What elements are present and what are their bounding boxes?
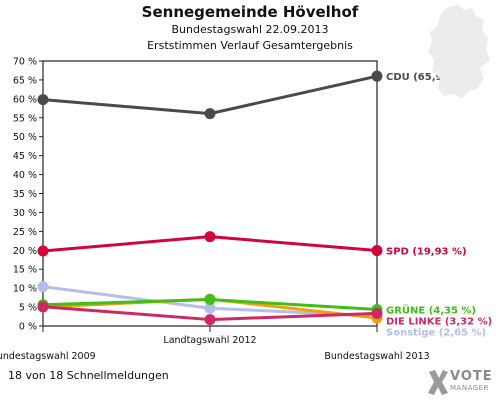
plot-frame xyxy=(42,60,378,327)
vote-x-icon xyxy=(428,370,448,395)
y-tick-label: 5 % xyxy=(19,303,37,314)
y-tick-label: 50 % xyxy=(13,132,37,143)
y-tick-label: 70 % xyxy=(13,57,37,68)
data-point xyxy=(37,94,49,106)
chart-subtitle: Bundestagswahl 22.09.2013 xyxy=(171,23,329,36)
y-tick-label: 15 % xyxy=(13,265,37,276)
data-point xyxy=(204,231,216,243)
y-tick-label: 45 % xyxy=(13,151,37,162)
series-end-label: Sonstige (2,65 %) xyxy=(386,328,486,339)
logo-text-vote: VOTE xyxy=(450,369,493,384)
y-tick-label: 10 % xyxy=(13,284,37,295)
data-point xyxy=(371,70,383,82)
y-tick-label: 65 % xyxy=(13,75,37,86)
x-tick-label: Landtagswahl 2012 xyxy=(163,335,256,346)
germany-map-icon xyxy=(418,2,498,106)
y-tick-label: 60 % xyxy=(13,94,37,105)
y-tick-label: 55 % xyxy=(13,113,37,124)
y-tick-label: 35 % xyxy=(13,189,37,200)
votemanager-logo: VOTE MANAGER xyxy=(427,366,499,398)
series-end-label: GRÜNE (4,35 %) xyxy=(386,303,476,317)
data-point xyxy=(371,307,383,319)
x-tick-label: Bundestagswahl 2013 xyxy=(324,351,429,362)
chart-subtitle-2: Erststimmen Verlauf Gesamtergebnis xyxy=(147,39,353,52)
series-line xyxy=(42,74,378,116)
y-tick-label: 25 % xyxy=(13,227,37,238)
series-end-label: CDU (65,99 %) xyxy=(386,72,468,83)
chart-title: Sennegemeinde Hövelhof xyxy=(141,3,359,21)
data-point xyxy=(371,245,383,257)
x-tick-label: Bundestagswahl 2009 xyxy=(0,351,96,362)
y-tick-label: 20 % xyxy=(13,246,37,257)
series-end-label: SPD (19,93 %) xyxy=(386,247,467,258)
data-point xyxy=(37,281,49,293)
series-end-label: DIE LINKE (3,32 %) xyxy=(386,317,492,328)
logo-text-manager: MANAGER xyxy=(450,384,489,392)
y-tick-label: 40 % xyxy=(13,170,37,181)
y-tick-label: 0 % xyxy=(19,322,37,333)
data-point xyxy=(204,108,216,120)
y-tick-label: 30 % xyxy=(13,208,37,219)
data-point xyxy=(37,301,49,313)
data-point xyxy=(204,294,216,305)
data-point xyxy=(204,302,216,314)
data-point xyxy=(37,245,49,257)
footer-note: 18 von 18 Schnellmeldungen xyxy=(8,369,169,382)
data-point xyxy=(204,314,216,326)
